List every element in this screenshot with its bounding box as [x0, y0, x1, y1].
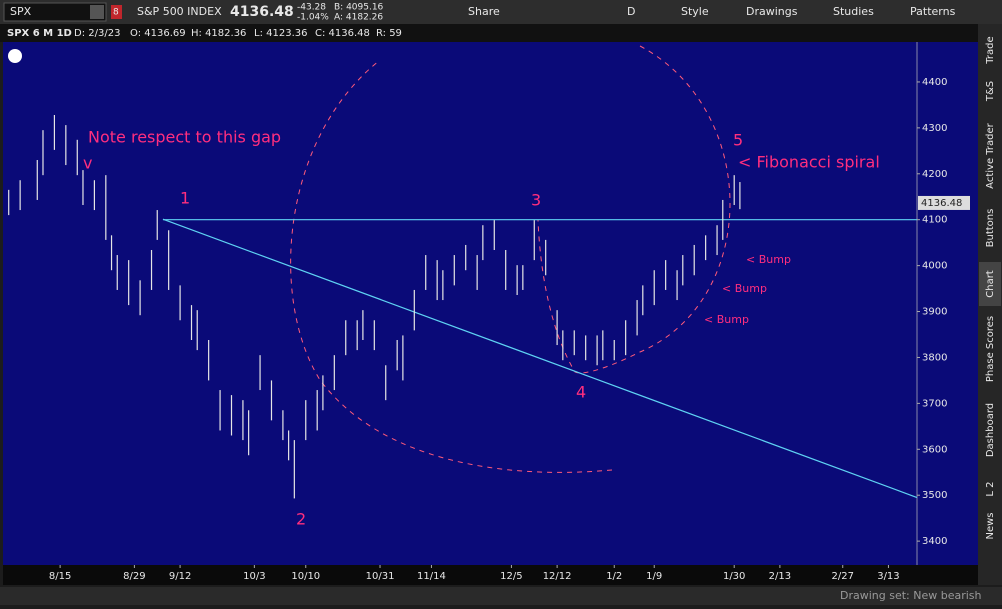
annotation: < Bump [722, 282, 767, 295]
annotation: 1 [180, 189, 190, 208]
last-price-label: 4136.48 [921, 198, 962, 209]
x-tick-label: 10/10 [291, 571, 320, 582]
annotation: Note respect to this gap [88, 128, 281, 147]
sidebar-tab[interactable]: Phase Scores [985, 316, 996, 382]
y-tick-label: 4000 [922, 261, 947, 272]
toolbar [0, 0, 1002, 24]
sidebar-tab[interactable]: Trade [985, 36, 996, 64]
y-tick-label: 3500 [922, 490, 947, 501]
symbol-box[interactable] [3, 2, 107, 22]
bid: B: 4095.16 [334, 3, 384, 13]
info-item: R: 59 [376, 28, 402, 39]
info-item: L: 4123.36 [254, 28, 307, 39]
annotation: < Fibonacci spiral [738, 153, 880, 172]
annotation: 5 [733, 131, 743, 150]
share-button[interactable]: Share [468, 5, 500, 18]
sidebar-tab[interactable]: Buttons [985, 209, 996, 248]
sidebar-tab[interactable]: Chart [985, 270, 996, 298]
badge-box [111, 5, 122, 19]
period-button[interactable]: D [627, 5, 635, 18]
change-pct: -1.04% [297, 13, 329, 23]
annotation: 3 [531, 191, 541, 210]
last-price-marker [918, 195, 970, 210]
style-button[interactable]: Style [681, 5, 709, 18]
x-tick-label: 12/12 [543, 571, 572, 582]
fibonacci-spiral [290, 45, 731, 473]
drawings-button[interactable]: Drawings [746, 5, 798, 18]
info-item: SPX 6 M 1D [7, 28, 72, 39]
sidebar-tab[interactable]: T&S [985, 81, 996, 102]
info-item: D: 2/3/23 [74, 28, 120, 39]
date-axis [3, 565, 978, 585]
ask: A: 4182.26 [334, 13, 383, 23]
tab-active [979, 262, 1001, 306]
change: -43.28 [297, 3, 326, 13]
annotation: v [83, 154, 92, 173]
sidebar-tab[interactable]: L 2 [985, 481, 996, 496]
y-tick-label: 3600 [922, 444, 947, 455]
info-bar [0, 24, 978, 42]
studies-button[interactable]: Studies [833, 5, 874, 18]
y-tick-label: 4100 [922, 215, 947, 226]
alert-icon[interactable] [8, 49, 22, 63]
x-tick-label: 11/14 [417, 571, 446, 582]
x-tick-label: 8/15 [49, 571, 71, 582]
y-tick-label: 3700 [922, 398, 947, 409]
status-text: Drawing set: New bearish [840, 589, 982, 602]
sidebar-tab[interactable]: Dashboard [985, 403, 996, 457]
plot-area [3, 42, 917, 565]
info-item: O: 4136.69 [130, 28, 186, 39]
info-item: H: 4182.36 [191, 28, 246, 39]
y-tick-label: 4200 [922, 169, 947, 180]
last-price: 4136.48 [230, 4, 294, 20]
symbol[interactable]: SPX [10, 5, 32, 18]
sidebar-tab[interactable]: News [985, 512, 996, 539]
x-tick-label: 2/27 [832, 571, 854, 582]
symbol-name: S&P 500 INDEX [137, 5, 222, 18]
trend-line [162, 218, 918, 499]
y-tick-label: 3800 [922, 352, 947, 363]
x-tick-label: 3/13 [877, 571, 899, 582]
dropdown[interactable] [90, 5, 104, 19]
x-tick-label: 12/5 [500, 571, 522, 582]
annotation: 2 [296, 510, 306, 529]
patterns-button[interactable]: Patterns [910, 5, 956, 18]
y-tick-label: 4300 [922, 123, 947, 134]
x-tick-label: 1/30 [723, 571, 745, 582]
annotation: 4 [576, 383, 586, 402]
x-tick-label: 1/2 [606, 571, 622, 582]
y-tick-label: 3400 [922, 536, 947, 547]
sidebar-tab[interactable]: Active Trader [985, 122, 996, 188]
x-tick-label: 10/3 [243, 571, 265, 582]
price-axis [917, 42, 978, 565]
x-tick-label: 2/13 [769, 571, 791, 582]
x-tick-label: 1/9 [646, 571, 662, 582]
x-tick-label: 10/31 [366, 571, 395, 582]
annotation: < Bump [746, 253, 791, 266]
info-item: C: 4136.48 [315, 28, 370, 39]
x-tick-label: 8/29 [123, 571, 145, 582]
x-tick-label: 9/12 [169, 571, 191, 582]
y-tick-label: 4400 [922, 77, 947, 88]
status-bar [0, 587, 1002, 605]
badge: 8 [113, 8, 119, 18]
y-tick-label: 3900 [922, 307, 947, 318]
annotation: < Bump [704, 313, 749, 326]
